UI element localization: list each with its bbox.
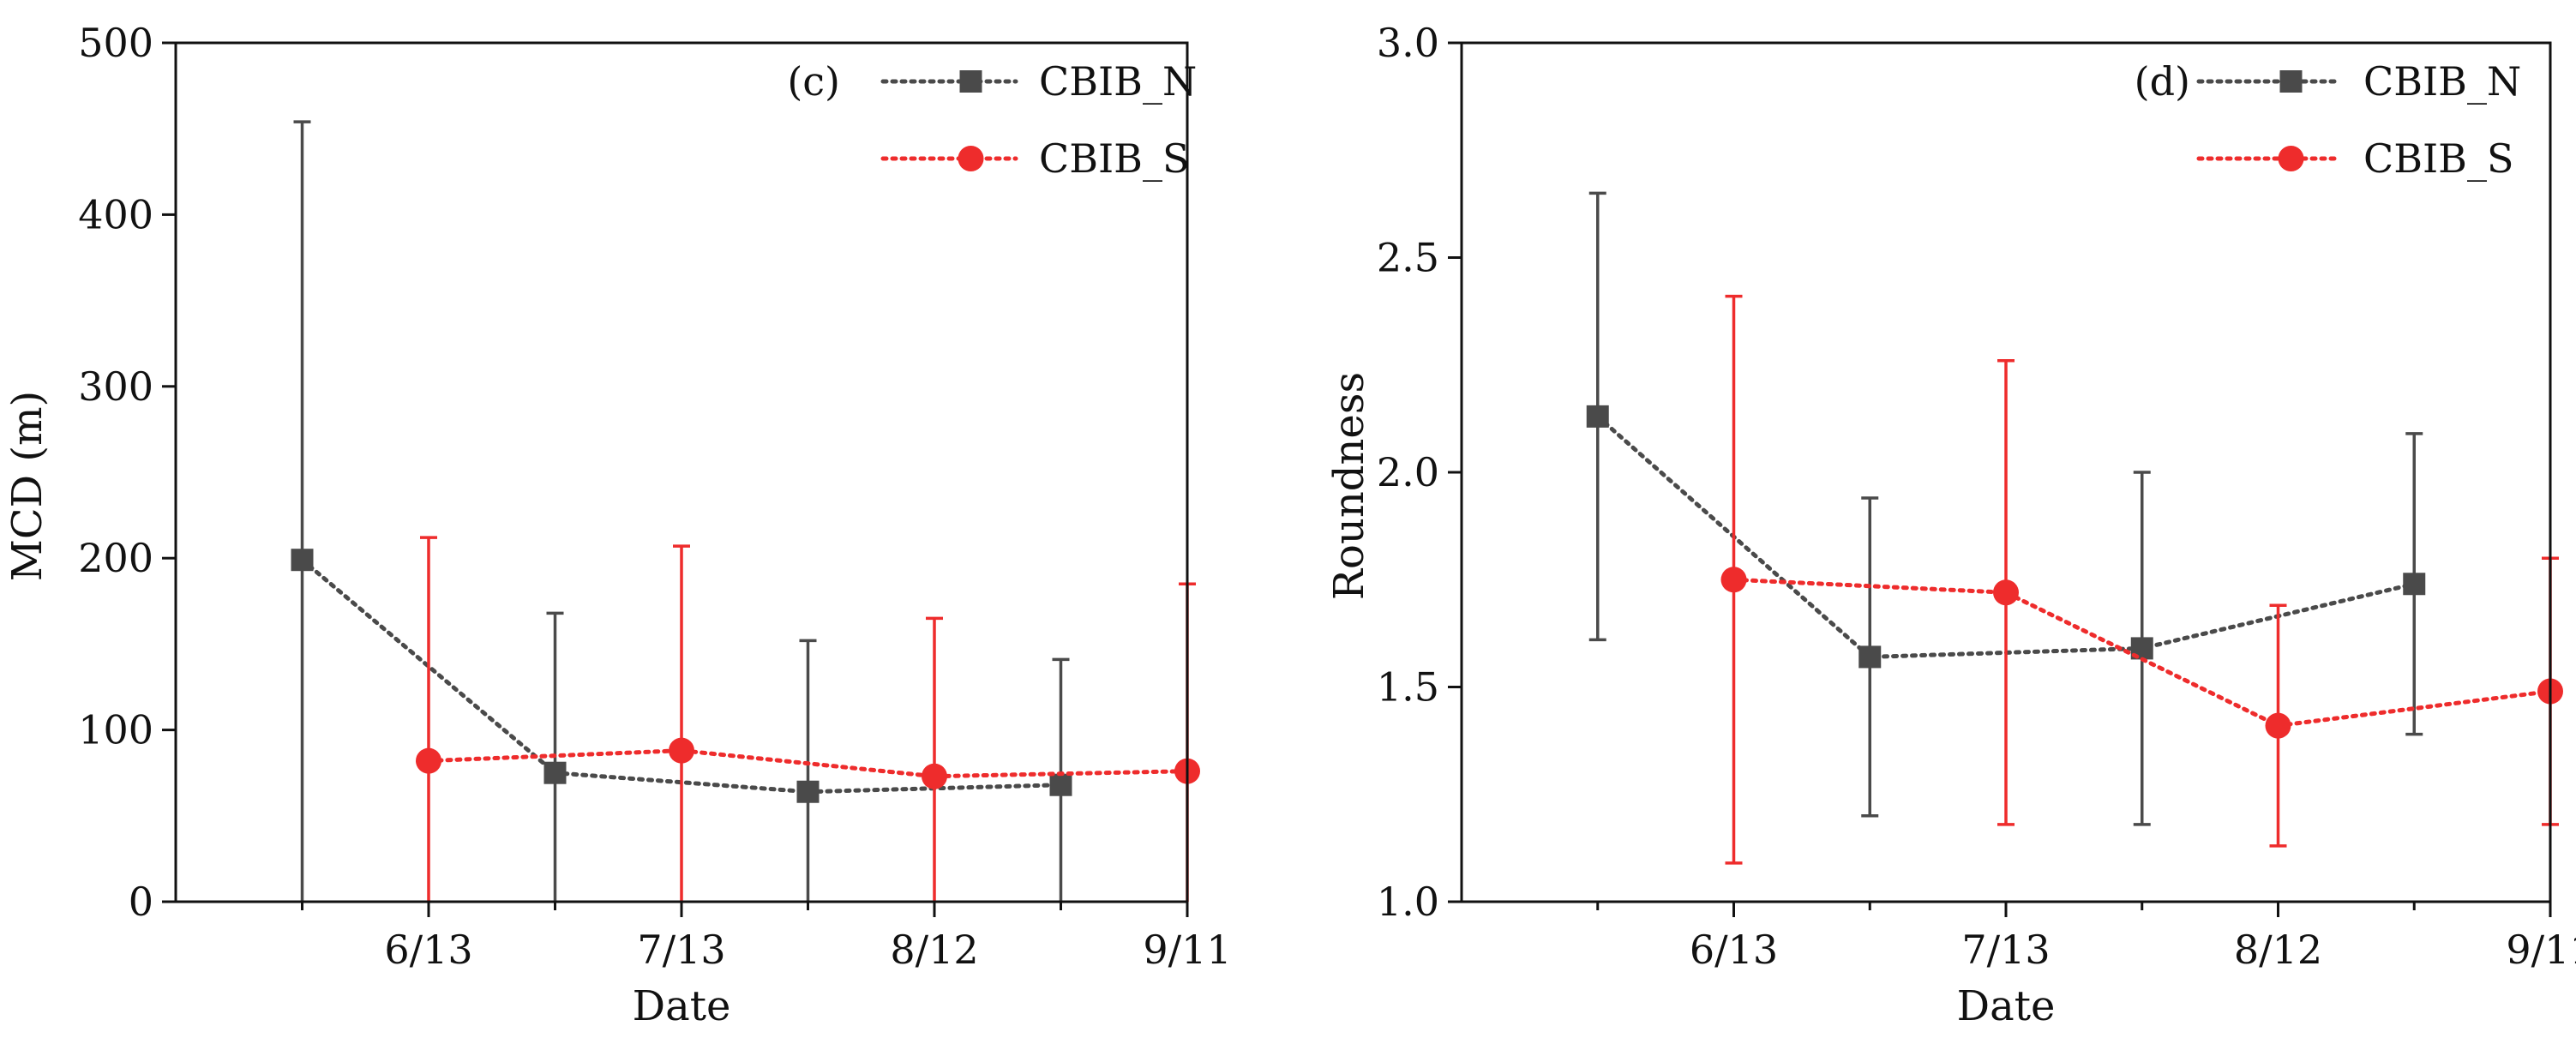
y-axis-label: Roundness (1325, 372, 1373, 600)
y-tick-label: 1.0 (1377, 879, 1439, 925)
x-tick-label: 8/12 (2234, 927, 2322, 973)
x-tick-label: 6/13 (1690, 927, 1778, 973)
plot-frame (1460, 41, 2552, 903)
legend-label: CBIB_N (2363, 58, 2521, 105)
series-line (1732, 577, 2553, 729)
y-tick-label: 2.0 (1377, 449, 1439, 495)
y-tick-label: 1.5 (1377, 664, 1439, 711)
y-tick-label: 200 (78, 535, 153, 581)
data-point (2403, 573, 2426, 596)
x-tick-label: 7/13 (1961, 927, 2050, 973)
data-point (1049, 773, 1072, 796)
data-point (1858, 645, 1882, 669)
panel-label: (d) (2135, 58, 2190, 105)
x-axis-label: Date (633, 982, 731, 1030)
legend-marker (2278, 146, 2304, 171)
chart-panel-c: 0 100 200 300 400 500 6/13 7/13 8/12 9/11 Date MCD … (3, 20, 1232, 1030)
data-point (1586, 405, 1609, 428)
series-cbib-s (416, 536, 1200, 902)
legend-marker (959, 70, 982, 93)
data-point (291, 549, 314, 572)
x-tick-label: 9/11 (2506, 927, 2576, 973)
legend-marker (2279, 70, 2303, 93)
data-point (1720, 567, 1747, 593)
x-axis-label: Date (1957, 982, 2056, 1030)
data-point (1993, 579, 2019, 606)
y-tick-label: 100 (78, 707, 153, 753)
panel-label: (c) (787, 58, 840, 105)
data-point (543, 761, 567, 784)
chart-panel-d: 1.0 1.5 2.0 2.5 3.0 6/13 7/13 8/12 9/11 Date Round… (1325, 20, 2576, 1030)
y-tick-label: 500 (78, 20, 153, 66)
data-point (922, 763, 947, 789)
data-point (2265, 712, 2291, 739)
y-tick-label: 3.0 (1377, 20, 1439, 66)
plot-frame (174, 41, 1189, 903)
legend-label: CBIB_S (2363, 135, 2514, 182)
x-tick-label: 6/13 (384, 927, 472, 973)
data-point (796, 780, 820, 803)
y-tick-label: 300 (78, 363, 153, 410)
legend-label: CBIB_S (1039, 135, 1190, 182)
legend-label: CBIB_N (1039, 58, 1197, 105)
y-axis-label: MCD (m) (3, 391, 51, 582)
legend-marker (958, 146, 984, 171)
x-tick-label: 7/13 (637, 927, 725, 973)
data-point (669, 737, 694, 764)
series-line (426, 748, 1190, 779)
y-tick-label: 2.5 (1377, 235, 1439, 281)
x-tick-label: 8/12 (890, 927, 978, 973)
x-tick-label: 9/11 (1143, 927, 1231, 973)
data-point (416, 747, 441, 774)
y-tick-label: 400 (78, 191, 153, 237)
series-cbib-s (1720, 294, 2563, 865)
y-tick-label: 0 (129, 879, 153, 925)
